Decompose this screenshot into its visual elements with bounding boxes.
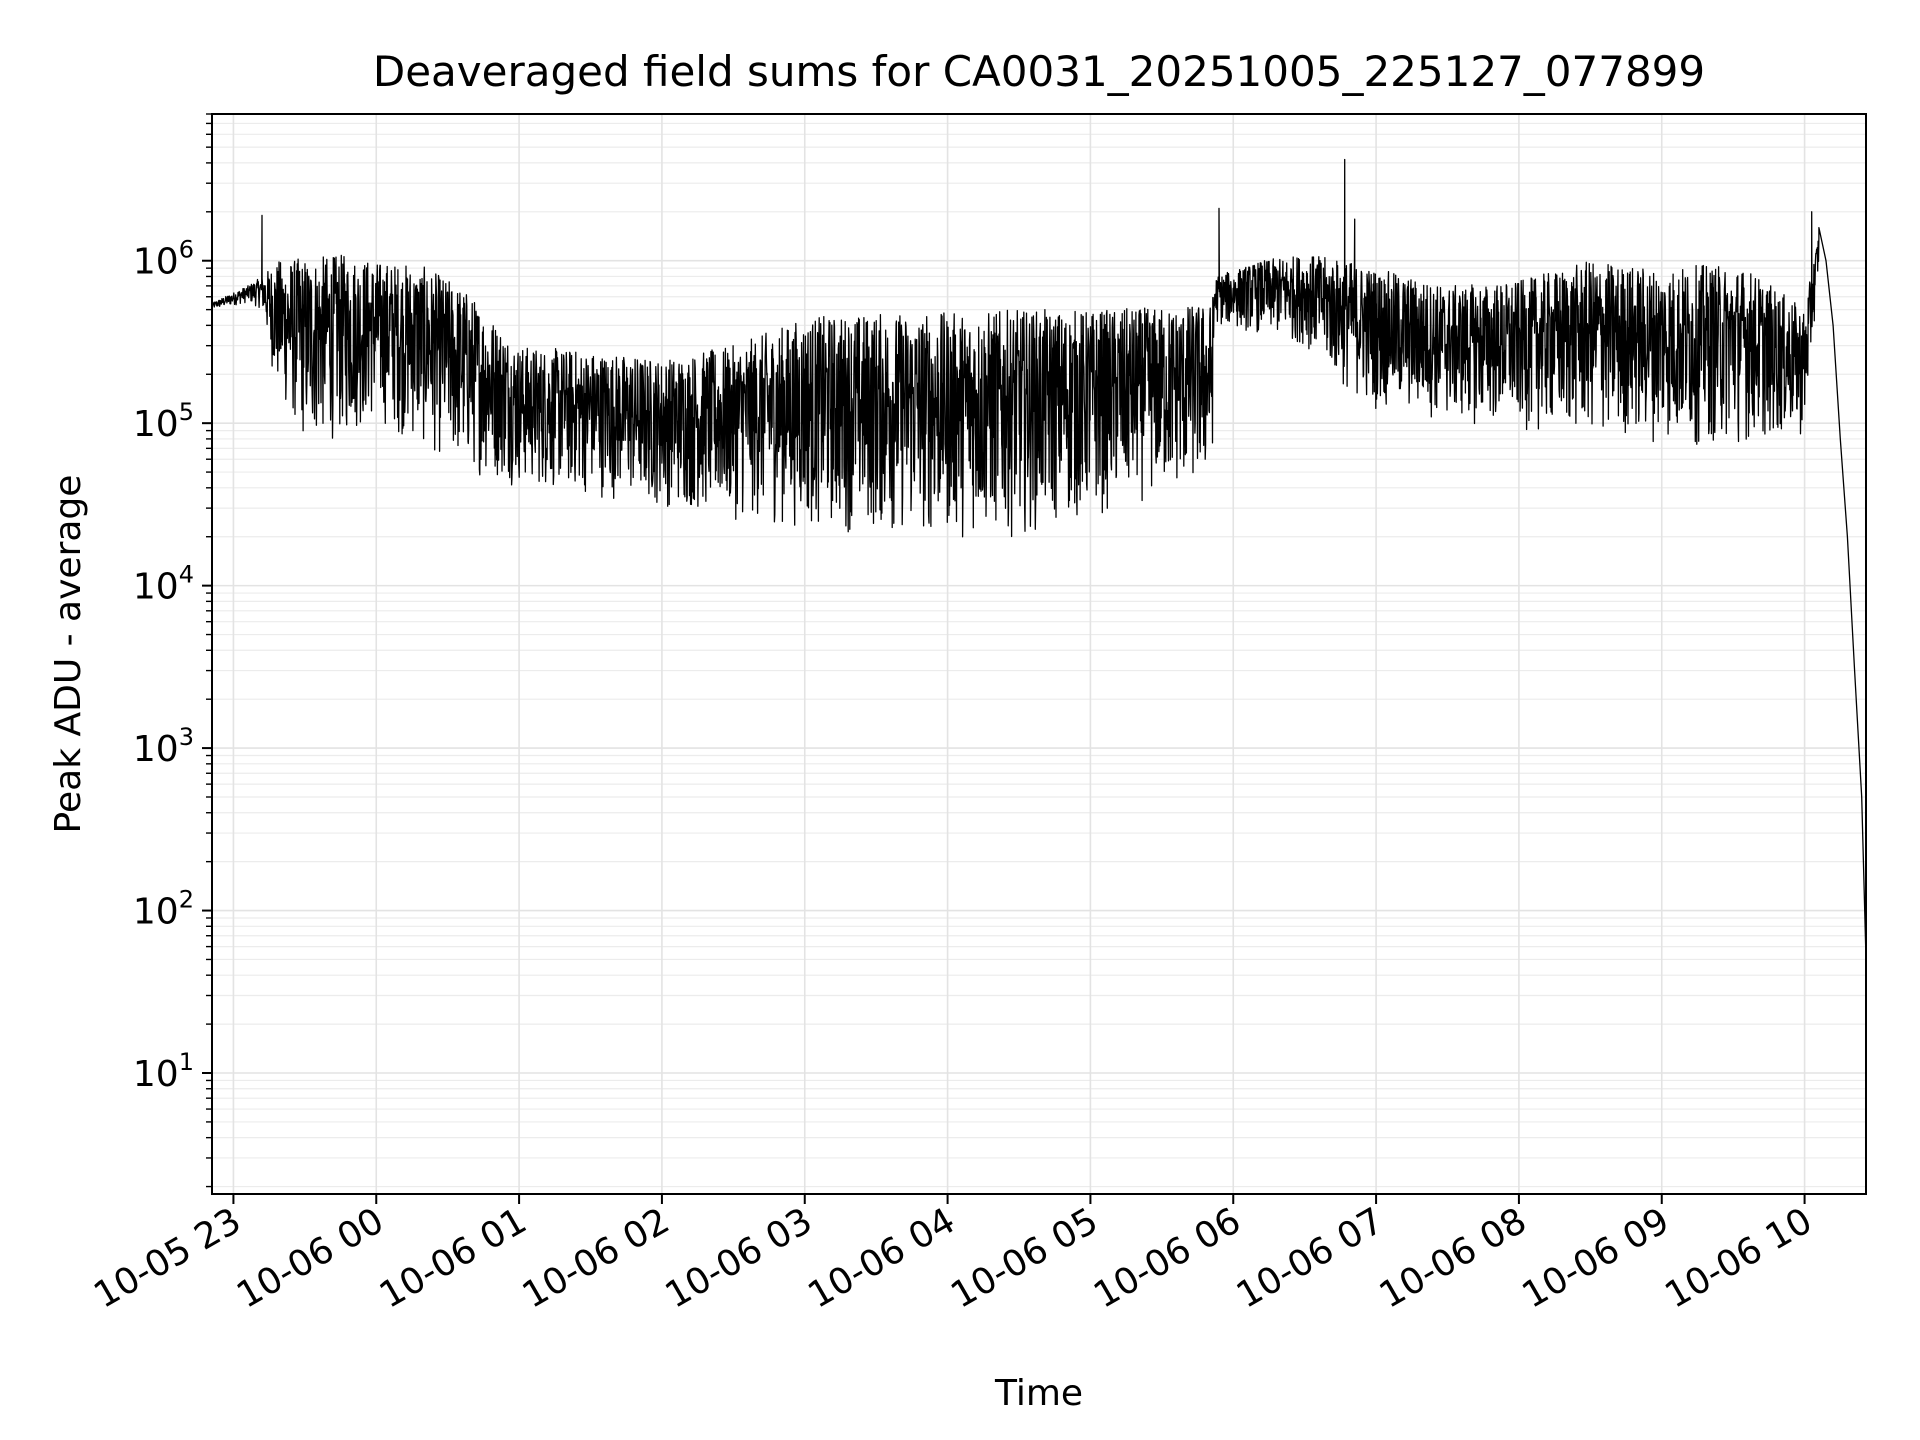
x-tick-label: 10-06 02: [516, 1200, 677, 1316]
x-tick-label: 10-06 06: [1087, 1200, 1248, 1316]
x-tick-label: 10-06 01: [373, 1200, 534, 1316]
x-tick-label: 10-06 07: [1230, 1200, 1391, 1316]
y-tick-label: 101: [133, 1048, 194, 1095]
y-tick-label: 102: [133, 886, 194, 933]
x-tick-label: 10-06 00: [230, 1200, 391, 1316]
x-tick-label: 10-06 09: [1516, 1200, 1677, 1316]
y-axis-label: Peak ADU - average: [48, 475, 89, 834]
y-tick-label: 104: [133, 561, 194, 608]
x-tick-label: 10-06 08: [1373, 1200, 1534, 1316]
series-layer: [211, 158, 1867, 960]
y-tick-label: 106: [133, 236, 194, 283]
x-tick-label: 10-06 03: [659, 1200, 820, 1316]
x-tick-label: 10-05 23: [87, 1200, 248, 1316]
series-line: [211, 158, 1867, 960]
x-tick-label: 10-06 10: [1658, 1200, 1819, 1316]
plot-area-frame: [211, 113, 1867, 1195]
x-tick-label: 10-06 04: [801, 1200, 962, 1316]
x-tick-label: 10-06 05: [944, 1200, 1105, 1316]
y-tick-label: 105: [133, 398, 194, 445]
chart-title: Deaveraged field sums for CA0031_2025100…: [373, 47, 1705, 96]
x-axis-label: Time: [994, 1373, 1083, 1414]
y-tick-label: 103: [133, 723, 194, 770]
